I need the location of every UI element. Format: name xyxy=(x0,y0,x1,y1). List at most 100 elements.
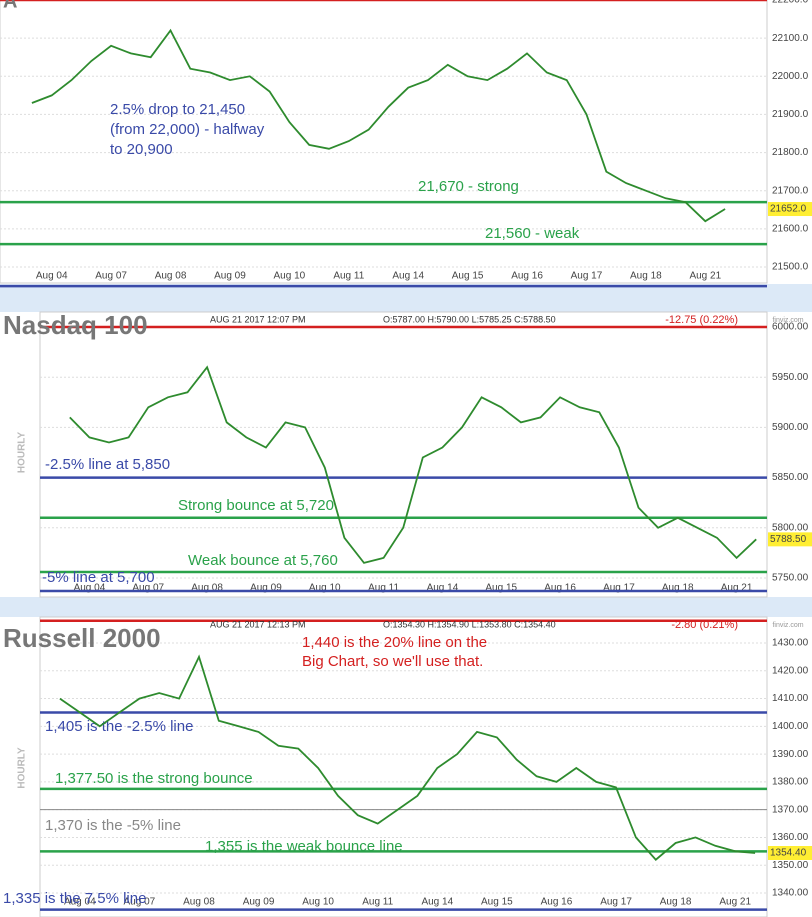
price-line xyxy=(69,365,757,564)
level-label: -5% line at 5,700 xyxy=(42,569,155,586)
price-tag-label: 1354.40 xyxy=(770,848,807,859)
y-tick-label: 1390.00 xyxy=(772,749,809,760)
annotation: (from 22,000) - halfway xyxy=(110,121,265,138)
annotation: 2.5% drop to 21,450 xyxy=(110,101,245,118)
annotation: to 20,900 xyxy=(110,141,173,158)
header-ohlc: O:1354.30 H:1354.90 L:1353.80 C:1354.40 xyxy=(383,619,556,629)
price-line xyxy=(31,28,726,223)
price-tag xyxy=(768,532,812,547)
chart-title: Nasdaq 100 xyxy=(3,310,148,340)
plot-area xyxy=(0,0,768,284)
y-tick-label: 1430.00 xyxy=(772,638,809,649)
panel-gap xyxy=(0,597,812,617)
x-tick-label: Aug 10 xyxy=(309,583,341,594)
x-tick-label: Aug 10 xyxy=(274,271,306,282)
header-date: AUG 21 2017 12:07 PM xyxy=(210,314,306,324)
x-tick-label: Aug 21 xyxy=(689,271,721,282)
header-change: -2.80 (0.21%) xyxy=(671,619,738,631)
x-tick-label: Aug 18 xyxy=(660,897,692,908)
x-tick-label: Aug 11 xyxy=(362,897,393,908)
source: finviz.com xyxy=(772,317,803,324)
x-tick-label: Aug 08 xyxy=(191,583,223,594)
x-tick-label: Aug 21 xyxy=(719,897,751,908)
x-tick-label: Aug 18 xyxy=(662,583,694,594)
x-tick-label: Aug 04 xyxy=(36,271,68,282)
y-tick-label: 1370.00 xyxy=(772,804,809,815)
x-tick-label: Aug 07 xyxy=(95,271,127,282)
x-tick-label: Aug 15 xyxy=(481,897,513,908)
price-tag xyxy=(768,846,812,860)
x-tick-label: Aug 08 xyxy=(155,271,187,282)
price-tag-label: 21652.0 xyxy=(770,204,807,215)
x-tick-label: Aug 17 xyxy=(600,897,632,908)
x-tick-label: Aug 17 xyxy=(603,583,635,594)
y-tick-label: 5950.00 xyxy=(772,372,809,383)
header-date: AUG 21 2017 12:13 PM xyxy=(210,619,306,629)
y-tick-label: 22200.0 xyxy=(772,0,809,6)
x-tick-label: Aug 15 xyxy=(452,271,484,282)
plot-area xyxy=(39,311,768,598)
y-tick-label: 5900.00 xyxy=(772,422,809,433)
chart-title: A xyxy=(3,0,17,12)
header-ohlc: O:5787.00 H:5790.00 L:5785.25 C:5788.50 xyxy=(383,314,556,324)
x-tick-label: Aug 04 xyxy=(64,897,96,908)
y-tick-label: 1420.00 xyxy=(772,665,809,676)
level-label: 1,335 is the 7.5% line xyxy=(3,890,146,907)
price-line xyxy=(59,654,756,861)
annotation: 1,440 is the 20% line on the xyxy=(302,634,487,651)
y-tick-label: 5750.00 xyxy=(772,573,809,584)
y-tick-label: 5800.00 xyxy=(772,522,809,533)
panel-gap xyxy=(0,284,812,312)
y-tick-label: 1340.00 xyxy=(772,888,809,899)
y-tick-label: 21600.0 xyxy=(772,223,809,234)
x-tick-label: Aug 18 xyxy=(630,271,662,282)
x-tick-label: Aug 04 xyxy=(74,583,106,594)
header-change: -12.75 (0.22%) xyxy=(665,314,738,326)
y-tick-label: 21900.0 xyxy=(772,109,809,120)
level-label: 21,670 - strong xyxy=(418,178,519,195)
level-label: Weak bounce at 5,760 xyxy=(188,552,338,569)
y-tick-label: 1350.00 xyxy=(772,860,809,871)
side-label: HOURLY xyxy=(17,747,28,789)
level-label: 1,370 is the -5% line xyxy=(45,817,181,834)
y-tick-label: 5850.00 xyxy=(772,472,809,483)
x-tick-label: Aug 14 xyxy=(392,271,424,282)
x-tick-label: Aug 11 xyxy=(333,271,364,282)
y-tick-label: 1380.00 xyxy=(772,777,809,788)
x-tick-label: Aug 07 xyxy=(132,583,164,594)
y-tick-label: 22100.0 xyxy=(772,33,809,44)
x-tick-label: Aug 16 xyxy=(511,271,543,282)
y-tick-label: 1410.00 xyxy=(772,693,809,704)
annotation: Big Chart, so we'll use that. xyxy=(302,653,483,670)
level-label: 1,405 is the -2.5% line xyxy=(45,718,193,735)
x-tick-label: Aug 16 xyxy=(544,583,576,594)
x-tick-label: Aug 14 xyxy=(421,897,453,908)
x-tick-label: Aug 16 xyxy=(541,897,573,908)
source: finviz.com xyxy=(772,622,803,629)
plot-area xyxy=(39,616,768,917)
x-tick-label: Aug 11 xyxy=(368,583,399,594)
x-tick-label: Aug 09 xyxy=(243,897,275,908)
chart-title: Russell 2000 xyxy=(3,623,161,653)
side-label: HOURLY xyxy=(17,432,28,474)
x-tick-label: Aug 07 xyxy=(124,897,156,908)
x-tick-label: Aug 08 xyxy=(183,897,215,908)
y-tick-label: 21700.0 xyxy=(772,185,809,196)
price-tag xyxy=(768,202,812,217)
y-tick-label: 6000.00 xyxy=(772,322,809,333)
level-label: 21,560 - weak xyxy=(485,225,580,242)
level-label: 1,355 is the weak bounce line xyxy=(205,838,403,855)
y-tick-label: 21800.0 xyxy=(772,147,809,158)
x-tick-label: Aug 15 xyxy=(485,583,517,594)
x-tick-label: Aug 17 xyxy=(571,271,603,282)
x-tick-label: Aug 09 xyxy=(250,583,282,594)
x-tick-label: Aug 14 xyxy=(427,583,459,594)
x-tick-label: Aug 10 xyxy=(302,897,334,908)
y-tick-label: 1400.00 xyxy=(772,721,809,732)
price-tag-label: 5788.50 xyxy=(770,534,807,545)
level-label: Strong bounce at 5,720 xyxy=(178,497,334,514)
level-label: 1,377.50 is the strong bounce xyxy=(55,770,253,787)
y-tick-label: 22000.0 xyxy=(772,71,809,82)
level-label: -2.5% line at 5,850 xyxy=(45,456,170,473)
